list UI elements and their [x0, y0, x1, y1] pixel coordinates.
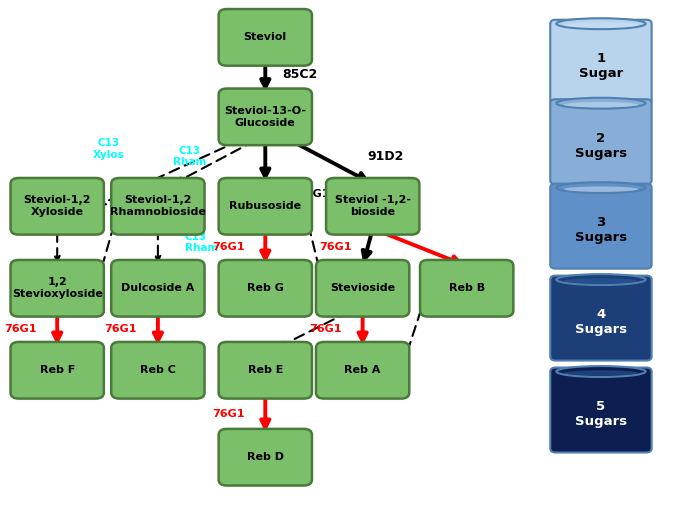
- Text: C13
Xylos: C13 Xylos: [93, 138, 125, 160]
- FancyBboxPatch shape: [219, 89, 312, 145]
- Text: Rubusoside: Rubusoside: [229, 201, 301, 211]
- Ellipse shape: [564, 187, 638, 192]
- Text: 1
Sugar: 1 Sugar: [579, 52, 623, 80]
- FancyBboxPatch shape: [420, 260, 513, 316]
- Text: Dulcoside A: Dulcoside A: [121, 283, 195, 293]
- FancyBboxPatch shape: [550, 99, 651, 184]
- Ellipse shape: [564, 22, 638, 28]
- FancyBboxPatch shape: [219, 9, 312, 66]
- Text: Reb C: Reb C: [140, 365, 176, 375]
- Text: Reb G: Reb G: [247, 283, 284, 293]
- Text: 3
Sugars: 3 Sugars: [575, 216, 627, 244]
- FancyBboxPatch shape: [111, 342, 205, 399]
- Text: 76G1: 76G1: [310, 324, 342, 334]
- Text: 76G1: 76G1: [212, 242, 245, 252]
- Ellipse shape: [564, 278, 638, 284]
- Text: 76G1: 76G1: [105, 324, 137, 334]
- Text: Steviol-1,2
Rhamnobioside: Steviol-1,2 Rhamnobioside: [110, 196, 206, 217]
- Text: 76G1: 76G1: [212, 409, 245, 419]
- Text: 76G1: 76G1: [319, 242, 352, 252]
- Text: Reb D: Reb D: [247, 452, 284, 462]
- Text: Steviol: Steviol: [244, 32, 287, 43]
- FancyBboxPatch shape: [316, 260, 410, 316]
- FancyBboxPatch shape: [10, 178, 104, 235]
- Text: 5
Sugars: 5 Sugars: [575, 400, 627, 428]
- FancyBboxPatch shape: [111, 178, 205, 235]
- Text: Steviol-13-O-
Glucoside: Steviol-13-O- Glucoside: [224, 106, 306, 128]
- Text: 91D2: 91D2: [368, 150, 404, 163]
- Text: Reb F: Reb F: [40, 365, 75, 375]
- Ellipse shape: [564, 102, 638, 107]
- Ellipse shape: [556, 366, 645, 377]
- Text: C13
Rham: C13 Rham: [173, 146, 206, 167]
- FancyBboxPatch shape: [219, 429, 312, 486]
- Text: Steviol-1,2
Xyloside: Steviol-1,2 Xyloside: [23, 196, 91, 217]
- Text: 2
Sugars: 2 Sugars: [575, 132, 627, 160]
- Text: 74G1: 74G1: [298, 189, 330, 199]
- FancyBboxPatch shape: [10, 342, 104, 399]
- Ellipse shape: [556, 18, 645, 29]
- FancyBboxPatch shape: [10, 260, 104, 316]
- Text: Stevioside: Stevioside: [330, 283, 395, 293]
- Text: 85C2: 85C2: [282, 68, 317, 81]
- FancyBboxPatch shape: [219, 342, 312, 399]
- FancyBboxPatch shape: [219, 260, 312, 316]
- Text: C13
Rham: C13 Rham: [185, 232, 218, 253]
- FancyBboxPatch shape: [326, 178, 419, 235]
- Ellipse shape: [556, 274, 645, 285]
- Text: 1,2
Stevioxyloside: 1,2 Stevioxyloside: [12, 277, 103, 299]
- Text: 4
Sugars: 4 Sugars: [575, 308, 627, 336]
- FancyBboxPatch shape: [316, 342, 410, 399]
- Text: 76G1: 76G1: [4, 324, 36, 334]
- Ellipse shape: [556, 98, 645, 108]
- Ellipse shape: [564, 370, 638, 376]
- Text: Steviol -1,2-
bioside: Steviol -1,2- bioside: [335, 196, 411, 217]
- FancyBboxPatch shape: [111, 260, 205, 316]
- FancyBboxPatch shape: [550, 20, 651, 104]
- FancyBboxPatch shape: [550, 276, 651, 360]
- Text: Reb E: Reb E: [247, 365, 283, 375]
- FancyBboxPatch shape: [550, 184, 651, 269]
- FancyBboxPatch shape: [550, 368, 651, 452]
- Ellipse shape: [556, 182, 645, 193]
- FancyBboxPatch shape: [219, 178, 312, 235]
- Text: Reb A: Reb A: [345, 365, 381, 375]
- Text: Reb B: Reb B: [449, 283, 485, 293]
